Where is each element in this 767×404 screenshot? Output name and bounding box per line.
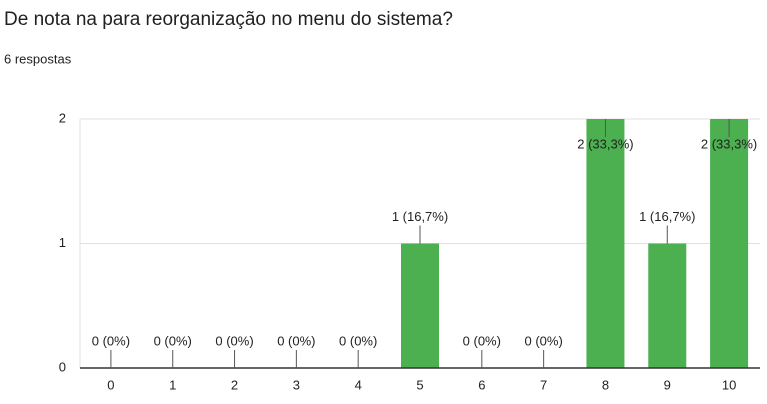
- data-label: 0 (0%): [339, 333, 377, 348]
- y-tick-label: 1: [59, 235, 66, 250]
- x-tick-label: 9: [664, 377, 671, 392]
- data-label: 0 (0%): [215, 333, 253, 348]
- data-label: 0 (0%): [154, 333, 192, 348]
- x-tick-label: 0: [107, 377, 114, 392]
- x-tick-label: 4: [355, 377, 362, 392]
- bar: [401, 243, 439, 368]
- x-tick-label: 3: [293, 377, 300, 392]
- bar: [710, 119, 749, 368]
- chart-subtitle: 6 respostas: [4, 51, 72, 66]
- x-tick-label: 10: [722, 377, 736, 392]
- x-tick-label: 5: [416, 377, 423, 392]
- data-label: 1 (16,7%): [639, 209, 695, 224]
- x-tick-label: 6: [478, 377, 485, 392]
- x-tick-label: 1: [169, 377, 176, 392]
- x-tick-label: 7: [540, 377, 547, 392]
- data-label: 2 (33,3%): [701, 136, 757, 151]
- data-label: 1 (16,7%): [392, 209, 448, 224]
- data-label: 0 (0%): [277, 333, 315, 348]
- chart-title: De nota na para reorganização no menu do…: [4, 9, 453, 30]
- bar: [648, 243, 687, 368]
- x-tick-label: 2: [231, 377, 238, 392]
- y-tick-label: 2: [59, 110, 66, 125]
- bar: [586, 119, 625, 368]
- data-label: 2 (33,3%): [577, 136, 633, 151]
- y-tick-label: 0: [59, 359, 66, 374]
- x-tick-label: 8: [602, 377, 609, 392]
- data-label: 0 (0%): [524, 333, 562, 348]
- data-label: 0 (0%): [92, 333, 130, 348]
- data-label: 0 (0%): [463, 333, 501, 348]
